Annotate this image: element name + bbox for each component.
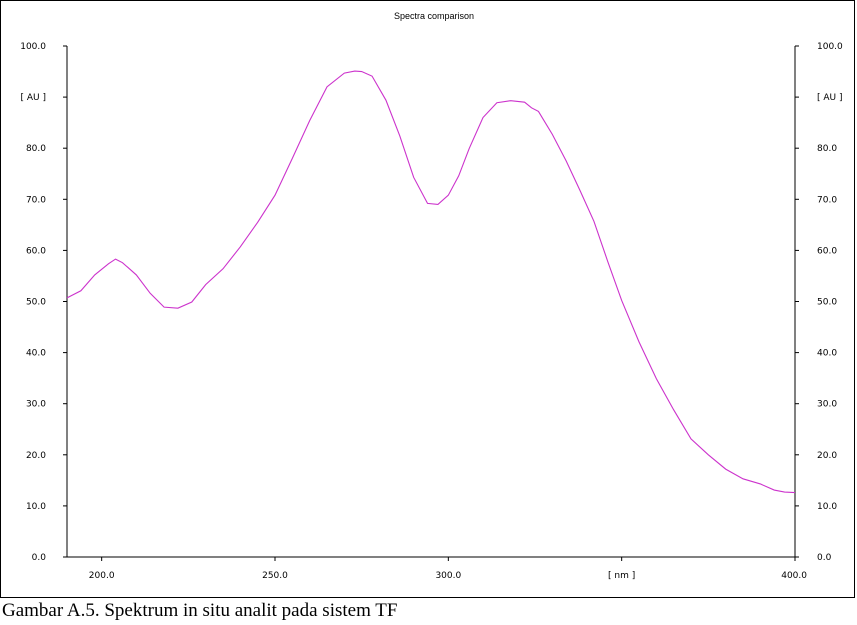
- figure-caption: Gambar A.5. Spektrum in situ analit pada…: [2, 600, 398, 621]
- x-tick-label: [ nm ]: [608, 571, 635, 581]
- y-tick-label-right: 50.0: [817, 298, 837, 308]
- y-tick-label-left: 70.0: [26, 195, 46, 205]
- x-axis: 200.0 250.0 300.0 [ nm ] 400.0: [89, 557, 807, 581]
- x-tick-label: 300.0: [435, 571, 461, 581]
- y-axis-right: 0.0 10.0 20.0 30.0 40.0 50.0 60.0 70.0 80.0 [ AU …: [795, 42, 843, 563]
- y-tick-label-left: 60.0: [26, 246, 46, 256]
- y-tick-label-right: 80.0: [817, 144, 837, 154]
- y-tick-label-left: 10.0: [26, 502, 46, 512]
- y-tick-label-right: [ AU ]: [817, 93, 843, 103]
- y-tick-label-left: 100.0: [20, 42, 46, 52]
- y-tick-label-left: 50.0: [26, 298, 46, 308]
- chart-title: Spectra comparison: [394, 11, 474, 21]
- x-tick-label: 400.0: [781, 571, 807, 581]
- spectrum-line: [66, 70, 796, 494]
- y-tick-label-left: 80.0: [26, 144, 46, 154]
- y-tick-label-right: 60.0: [817, 246, 837, 256]
- x-tick-label: 200.0: [89, 571, 115, 581]
- y-tick-label-right: 0.0: [817, 553, 832, 563]
- spectra-chart: Spectra comparison 0.0 10.0 20.0 30.0 40.0 50…: [20, 11, 843, 581]
- y-tick-label-right: 30.0: [817, 400, 837, 410]
- y-axis-left: 0.0 10.0 20.0 30.0 40.0 50.0 60.0 70.0 80.0 [ AU …: [20, 42, 67, 563]
- y-tick-label-right: 70.0: [817, 195, 837, 205]
- y-tick-label-left: 40.0: [26, 349, 46, 359]
- y-tick-label-right: 20.0: [817, 451, 837, 461]
- y-tick-label-right: 100.0: [817, 42, 843, 52]
- y-tick-label-right: 10.0: [817, 502, 837, 512]
- y-tick-label-left: 0.0: [32, 553, 47, 563]
- y-tick-label-right: 40.0: [817, 349, 837, 359]
- y-tick-label-left: 20.0: [26, 451, 46, 461]
- chart-frame: [0, 0, 855, 598]
- chart-axes: [66, 46, 796, 558]
- x-tick-label: 250.0: [262, 571, 288, 581]
- y-tick-label-left: 30.0: [26, 400, 46, 410]
- y-tick-label-left: [ AU ]: [21, 93, 47, 103]
